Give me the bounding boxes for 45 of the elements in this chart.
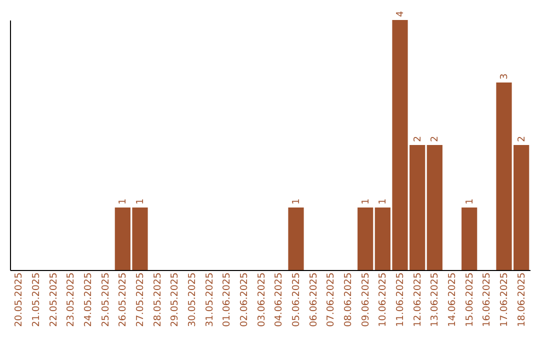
x-tick-label: 29.05.2025: [170, 272, 181, 327]
bar: [426, 145, 442, 270]
x-tick-label: 27.05.2025: [135, 272, 146, 327]
x-tick-label: 04.06.2025: [274, 272, 285, 327]
x-tick-label: 05.06.2025: [291, 272, 302, 327]
x-tick-label: 31.05.2025: [204, 272, 216, 327]
data-label: 4: [395, 10, 406, 17]
x-tick-label: 21.05.2025: [31, 272, 42, 327]
data-label: 1: [378, 198, 389, 204]
x-tick-label: 23.05.2025: [66, 272, 77, 327]
x-tick-label: 08.06.2025: [343, 272, 354, 327]
data-label: 1: [291, 198, 302, 204]
x-tick-label: 12.06.2025: [412, 272, 424, 327]
x-tick-label: 03.06.2025: [256, 272, 268, 327]
x-tick-label: 09.06.2025: [360, 272, 372, 327]
x-tick-label: 17.06.2025: [499, 272, 510, 327]
data-label: 3: [499, 73, 510, 80]
x-tick-label: 14.06.2025: [447, 272, 458, 327]
data-label: 1: [464, 198, 476, 204]
x-tick-label: 30.05.2025: [187, 272, 198, 327]
data-label: 1: [360, 198, 372, 204]
x-tick-label: 25.05.2025: [100, 272, 112, 327]
data-label: 2: [516, 136, 528, 142]
data-label: 1: [135, 198, 146, 204]
x-tick-label: 20.05.2025: [14, 272, 25, 327]
x-tick-label: 26.05.2025: [118, 272, 129, 327]
x-tick-label: 28.05.2025: [152, 272, 164, 327]
data-label: 2: [430, 136, 441, 142]
x-tick-label: 06.06.2025: [308, 272, 320, 327]
bar: [288, 208, 304, 270]
x-tick-label: 07.06.2025: [326, 272, 337, 327]
x-tick-label: 11.06.2025: [395, 272, 406, 327]
x-tick-label: 15.06.2025: [464, 272, 476, 327]
bar: [462, 208, 478, 270]
x-tick-label: 13.06.2025: [430, 272, 441, 327]
x-tick-label: 10.06.2025: [378, 272, 389, 327]
bar: [358, 208, 374, 270]
x-tick-label: 02.06.2025: [239, 272, 250, 327]
data-label: 2: [412, 136, 424, 142]
data-label: 1: [118, 198, 129, 204]
x-tick-label: 16.06.2025: [482, 272, 493, 327]
x-tick-label: 01.06.2025: [222, 272, 233, 327]
x-tick-label: 18.06.2025: [516, 272, 528, 327]
x-tick-label: 24.05.2025: [83, 272, 94, 327]
x-tick-label: 22.05.2025: [48, 272, 60, 327]
